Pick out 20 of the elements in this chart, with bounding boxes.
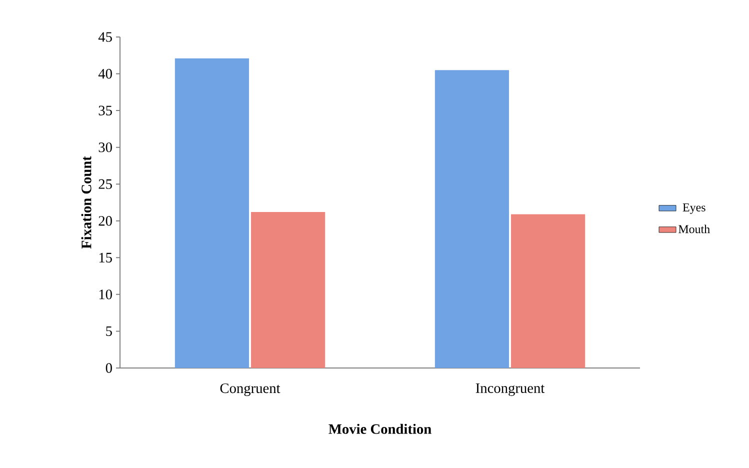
legend-label: Mouth bbox=[678, 224, 710, 234]
bar bbox=[174, 58, 250, 368]
bar bbox=[434, 70, 510, 368]
y-tick-label: 0 bbox=[106, 363, 112, 373]
y-tick-label: 10 bbox=[99, 290, 112, 300]
y-axis-title: Fixation Count bbox=[81, 156, 92, 249]
y-tick-label: 35 bbox=[98, 106, 112, 116]
bar bbox=[511, 214, 586, 368]
y-tick-label: 20 bbox=[98, 216, 112, 226]
bar bbox=[251, 212, 326, 368]
y-tick-label: 25 bbox=[98, 179, 112, 189]
y-tick-label: 40 bbox=[98, 68, 112, 79]
y-tick-label: 15 bbox=[99, 252, 112, 262]
x-axis-title: Movie Condition bbox=[328, 424, 432, 434]
y-tick-label: 30 bbox=[98, 142, 112, 152]
y-tick-label: 45 bbox=[98, 32, 112, 42]
y-tick-label: 5 bbox=[106, 326, 112, 336]
legend-label: Eyes bbox=[682, 204, 706, 214]
x-tick-label: Incongruent bbox=[476, 383, 545, 396]
x-tick-label: Congruent bbox=[220, 383, 280, 396]
